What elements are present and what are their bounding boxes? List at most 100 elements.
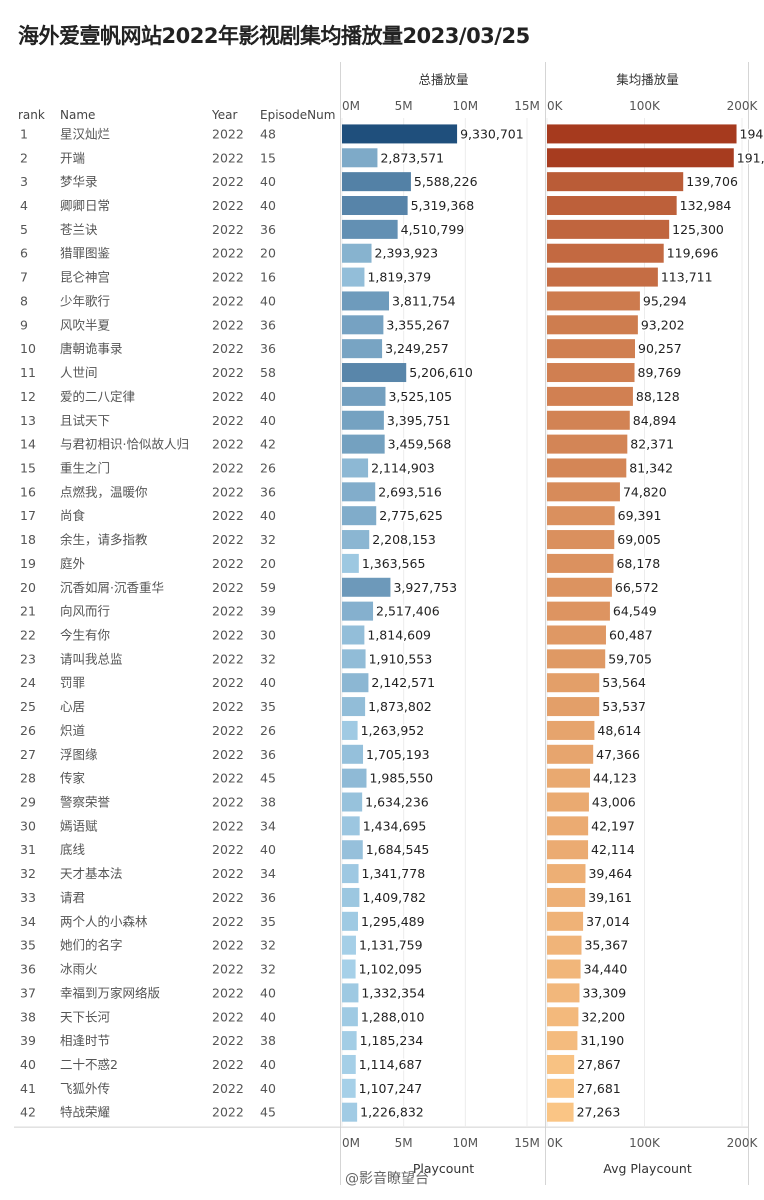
- name-cell: 沉香如屑·沉香重华: [60, 580, 164, 595]
- year-cell: 2022: [212, 150, 244, 165]
- playcount-bar: [342, 601, 374, 621]
- playcount-bar: [342, 363, 407, 383]
- episode-cell: 36: [260, 484, 276, 499]
- avg-playcount-bar: [547, 363, 635, 383]
- name-cell: 嫣语赋: [60, 818, 98, 833]
- playcount-label: 1,295,489: [361, 914, 425, 929]
- avg-playcount-bar: [547, 697, 600, 717]
- name-cell: 苍兰诀: [60, 222, 98, 237]
- rank-cell: 9: [20, 317, 28, 332]
- x-tick-label-top: 10M: [453, 99, 479, 113]
- episode-cell: 35: [260, 914, 276, 929]
- year-cell: 2022: [212, 556, 244, 571]
- rank-cell: 27: [20, 747, 36, 762]
- year-cell: 2022: [212, 842, 244, 857]
- avg-playcount-bar: [547, 935, 582, 955]
- playcount-bar: [342, 386, 386, 406]
- avg-playcount-bar: [547, 267, 658, 287]
- rank-cell: 12: [20, 389, 36, 404]
- rank-cell: 42: [20, 1105, 36, 1120]
- episode-cell: 36: [260, 890, 276, 905]
- name-cell: 请叫我总监: [60, 651, 123, 666]
- playcount-bar: [342, 291, 390, 311]
- avg-playcount-label: 32,200: [581, 1009, 625, 1024]
- x-tick-label-top: 5M: [395, 99, 413, 113]
- playcount-bar: [342, 1007, 358, 1027]
- x-tick-label-bottom: 200K: [727, 1136, 759, 1150]
- playcount-label: 1,288,010: [361, 1009, 425, 1024]
- playcount-label: 3,927,753: [393, 580, 457, 595]
- episode-cell: 26: [260, 723, 276, 738]
- panel-axis-title: Avg Playcount: [603, 1161, 692, 1176]
- rank-cell: 30: [20, 818, 36, 833]
- name-cell: 猎罪图鉴: [60, 246, 111, 261]
- playcount-bar: [342, 816, 360, 836]
- playcount-label: 1,434,695: [363, 818, 427, 833]
- playcount-bar: [342, 219, 398, 239]
- rank-cell: 35: [20, 938, 36, 953]
- panel-axis-title: Playcount: [413, 1161, 474, 1176]
- avg-playcount-label: 89,769: [638, 365, 682, 380]
- rank-cell: 29: [20, 795, 36, 810]
- episode-cell: 45: [260, 771, 276, 786]
- playcount-label: 3,459,568: [388, 437, 452, 452]
- year-cell: 2022: [212, 795, 244, 810]
- rank-cell: 8: [20, 293, 28, 308]
- playcount-bar: [342, 911, 358, 931]
- avg-playcount-bar: [547, 1102, 574, 1122]
- episode-cell: 34: [260, 818, 276, 833]
- year-cell: 2022: [212, 1105, 244, 1120]
- avg-playcount-label: 42,114: [591, 842, 635, 857]
- playcount-bar: [342, 553, 359, 573]
- rank-cell: 20: [20, 580, 36, 595]
- playcount-label: 1,107,247: [359, 1081, 423, 1096]
- rank-cell: 13: [20, 413, 36, 428]
- rank-cell: 31: [20, 842, 36, 857]
- playcount-label: 1,819,379: [367, 270, 431, 285]
- year-cell: 2022: [212, 914, 244, 929]
- playcount-bar: [342, 243, 372, 263]
- episode-cell: 36: [260, 341, 276, 356]
- name-cell: 庭外: [60, 556, 86, 571]
- playcount-bar: [342, 1031, 357, 1051]
- rank-cell: 21: [20, 604, 36, 619]
- playcount-label: 3,355,267: [386, 317, 450, 332]
- playcount-bar: [342, 649, 366, 669]
- column-header: rank: [18, 108, 45, 122]
- year-cell: 2022: [212, 699, 244, 714]
- episode-cell: 36: [260, 747, 276, 762]
- year-cell: 2022: [212, 365, 244, 380]
- avg-playcount-label: 33,309: [582, 985, 626, 1000]
- year-cell: 2022: [212, 437, 244, 452]
- episode-cell: 15: [260, 150, 276, 165]
- avg-playcount-label: 39,161: [588, 890, 632, 905]
- playcount-label: 2,517,406: [376, 604, 440, 619]
- playcount-label: 1,185,234: [360, 1033, 424, 1048]
- playcount-label: 1,226,832: [360, 1105, 424, 1120]
- x-tick-label-bottom: 0K: [547, 1136, 564, 1150]
- avg-playcount-label: 44,123: [593, 771, 637, 786]
- avg-playcount-bar: [547, 840, 589, 860]
- year-cell: 2022: [212, 198, 244, 213]
- year-cell: 2022: [212, 293, 244, 308]
- name-cell: 唐朝诡事录: [60, 341, 123, 356]
- playcount-bar: [342, 172, 411, 192]
- rank-cell: 1: [20, 126, 28, 141]
- rank-cell: 16: [20, 484, 36, 499]
- avg-playcount-label: 34,440: [584, 962, 628, 977]
- avg-playcount-bar: [547, 983, 580, 1003]
- year-cell: 2022: [212, 341, 244, 356]
- episode-cell: 16: [260, 270, 276, 285]
- x-tick-label-top: 0M: [342, 99, 360, 113]
- playcount-label: 5,319,368: [411, 198, 475, 213]
- x-tick-label-bottom: 15M: [514, 1136, 540, 1150]
- rank-cell: 37: [20, 985, 36, 1000]
- playcount-bar: [342, 1102, 358, 1122]
- year-cell: 2022: [212, 938, 244, 953]
- avg-playcount-bar: [547, 553, 614, 573]
- playcount-label: 2,873,571: [380, 150, 444, 165]
- playcount-bar: [342, 959, 356, 979]
- playcount-bar: [342, 744, 364, 764]
- avg-playcount-label: 95,294: [643, 293, 687, 308]
- episode-cell: 30: [260, 627, 276, 642]
